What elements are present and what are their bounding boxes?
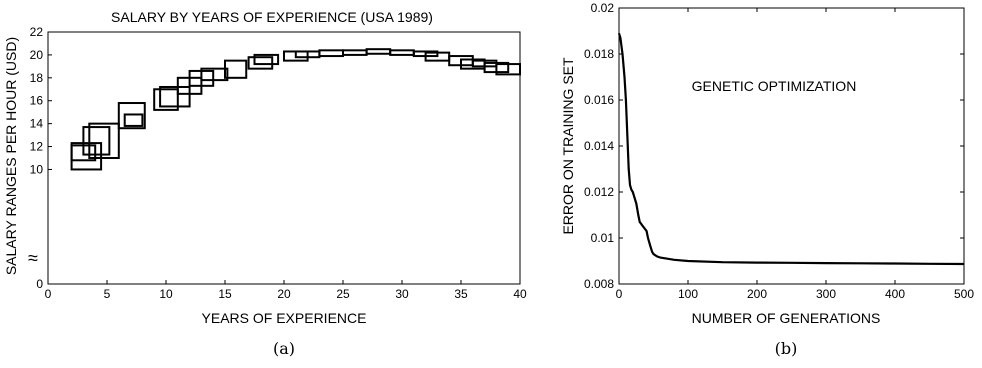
panel-a-x-axis-label: YEARS OF EXPERIENCE [202, 310, 367, 326]
panel-b-x-tick-label: 500 [954, 287, 974, 301]
panel-a-y-tick-label: 0 [36, 277, 43, 291]
panel-a-y-tick-label: 10 [30, 162, 44, 176]
panel-b-x-tick-label: 0 [616, 287, 623, 301]
salary-range-box [159, 85, 191, 108]
panel-a-y-tick-label: 12 [30, 140, 44, 154]
salary-range-box [342, 49, 368, 56]
salary-range-box [224, 59, 248, 79]
panel-a-y-tick-label: 20 [30, 48, 44, 62]
salary-range-box [117, 102, 146, 130]
panel-a-y-tick-label: 14 [30, 117, 44, 131]
panel-a-y-tick-label: 18 [30, 71, 44, 85]
panel-a-x-tick-label: 20 [277, 287, 291, 301]
panel-b-caption: (b) [775, 339, 798, 358]
panel-b-y-tick-label: 0.014 [584, 139, 614, 153]
panel-a-x-tick-label: 0 [45, 287, 52, 301]
panel-b-x-tick-label: 400 [885, 287, 905, 301]
panel-b-x-tick-label: 300 [816, 287, 836, 301]
salary-range-box [82, 126, 111, 156]
panel-a-x-tick-label: 10 [159, 287, 173, 301]
panel-b-y-tick-label: 0.018 [584, 47, 614, 61]
panel-a-x-tick-label: 40 [513, 287, 527, 301]
panel-a-title: SALARY BY YEARS OF EXPERIENCE (USA 1989) [111, 9, 433, 25]
panel-b-x-axis-label: NUMBER OF GENERATIONS [692, 310, 881, 326]
panel-b-title: GENETIC OPTIMIZATION [692, 78, 857, 94]
panel-a-x-tick-label: 30 [395, 287, 409, 301]
salary-range-box [70, 142, 103, 171]
panel-b-x-tick-label: 100 [678, 287, 698, 301]
salary-range-box [123, 113, 144, 127]
salary-range-box [247, 56, 274, 70]
panel-a-y-tick-label: 16 [30, 94, 44, 108]
panel-a: SALARY BY YEARS OF EXPERIENCE (USA 1989)… [3, 9, 527, 358]
panel-a-x-tick-label: 5 [104, 287, 111, 301]
panel-b-y-axis-label: ERROR ON TRAINING SET [560, 57, 576, 235]
panel-a-y-axis-label: SALARY RANGES PER HOUR (USD) [3, 37, 19, 275]
panel-b-x-tick-label: 200 [747, 287, 767, 301]
salary-range-box [495, 63, 521, 76]
salary-range-box [200, 67, 229, 82]
panel-b-plot-frame [618, 7, 965, 285]
panel-a-boxes [70, 48, 521, 171]
panel-a-x-tick-label: 15 [218, 287, 232, 301]
panel-b-y-tick-label: 0.008 [584, 277, 614, 291]
panel-b-y-tick-label: 0.012 [584, 185, 614, 199]
panel-a-caption: (a) [273, 339, 295, 358]
panel-b-y-tick-label: 0.02 [591, 1, 615, 15]
panel-b-ticks: 0 100 200 300 400 500 0.008 0.01 0.012 0.014 0.016… [584, 1, 974, 301]
panel-b-error-curve [617, 32, 965, 266]
panel-b-y-tick-label: 0.016 [584, 93, 614, 107]
salary-range-box [88, 122, 120, 159]
salary-range-box [365, 48, 392, 55]
panel-a-x-tick-label: 35 [454, 287, 468, 301]
salary-range-box [389, 49, 415, 56]
panel-b: 0 100 200 300 400 500 0.008 0.01 0.012 0.014 0.016… [560, 1, 974, 358]
panel-a-x-tick-label: 25 [336, 287, 350, 301]
salary-range-box [153, 88, 179, 111]
salary-range-box [318, 49, 344, 58]
panel-a-ticks: 0 5 10 15 20 25 30 35 40 0 10 12 14 16 18 20 22 [30, 25, 527, 301]
panel-a-y-axis-break: ≈ [28, 248, 38, 268]
salary-range-box [253, 53, 280, 66]
panel-b-y-tick-label: 0.01 [591, 231, 615, 245]
panel-a-y-tick-label: 22 [30, 25, 44, 39]
